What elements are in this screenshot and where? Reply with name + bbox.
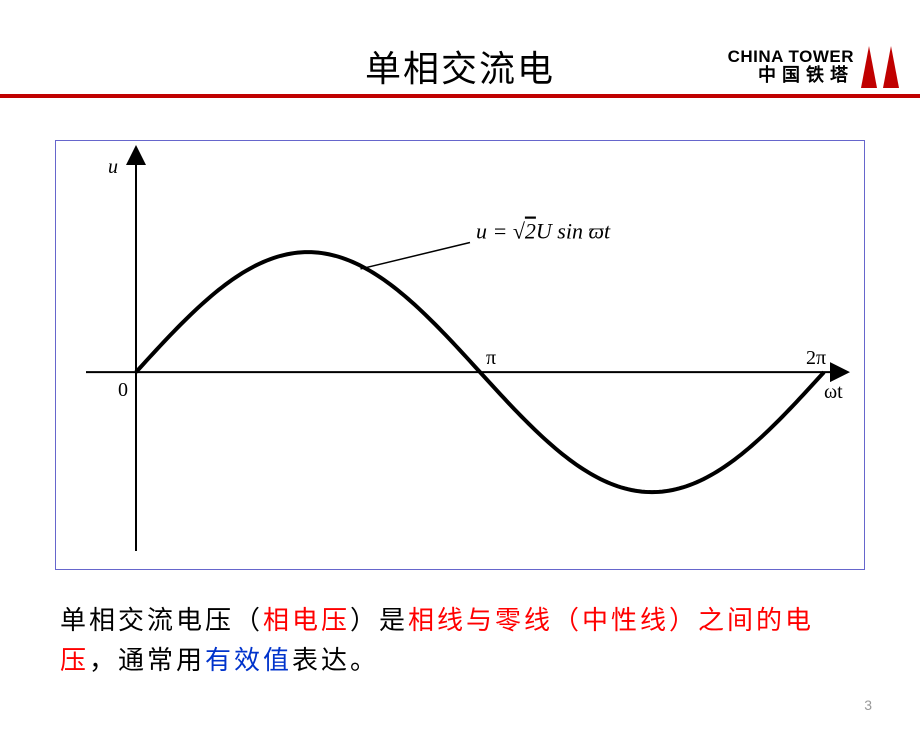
logo-text-cn: 中国铁塔 — [758, 66, 854, 86]
page-number: 3 — [864, 697, 872, 713]
header-divider — [0, 94, 920, 98]
formula-text: u = √2U sin ϖt — [476, 219, 611, 244]
tower-icon-right — [883, 46, 899, 88]
caption-blue-span: 有效值 — [205, 645, 292, 675]
brand-logo: CHINA TOWER 中国铁塔 — [728, 44, 900, 90]
caption-text-span: ，通常用 — [89, 645, 205, 675]
origin-label: 0 — [118, 379, 128, 401]
formula-leader — [360, 243, 469, 269]
sine-chart-svg: π 2π u 0 ωt u = √2U sin ϖt — [56, 141, 864, 569]
sine-chart-frame: π 2π u 0 ωt u = √2U sin ϖt — [55, 140, 865, 570]
logo-text-block: CHINA TOWER 中国铁塔 — [728, 48, 854, 86]
slide-caption: 单相交流电压（相电压）是相线与零线（中性线）之间的电压，通常用有效值表达。 — [60, 600, 860, 681]
y-axis-label: u — [108, 156, 118, 178]
slide-header: 单相交流电 CHINA TOWER 中国铁塔 — [0, 0, 920, 96]
caption-red-span: 相电压 — [263, 605, 350, 635]
logo-text-en: CHINA TOWER — [728, 48, 854, 67]
tick-pi: π — [486, 347, 496, 369]
slide-title: 单相交流电 — [365, 40, 555, 92]
x-axis-label: ωt — [824, 381, 843, 403]
caption-text-span: 表达。 — [292, 645, 379, 675]
caption-text-span: ）是 — [350, 605, 408, 635]
caption-text-span: 单相交流电压（ — [60, 605, 263, 635]
tower-icon-left — [861, 46, 877, 88]
tick-2pi: 2π — [806, 347, 826, 369]
tower-icon — [860, 44, 900, 90]
